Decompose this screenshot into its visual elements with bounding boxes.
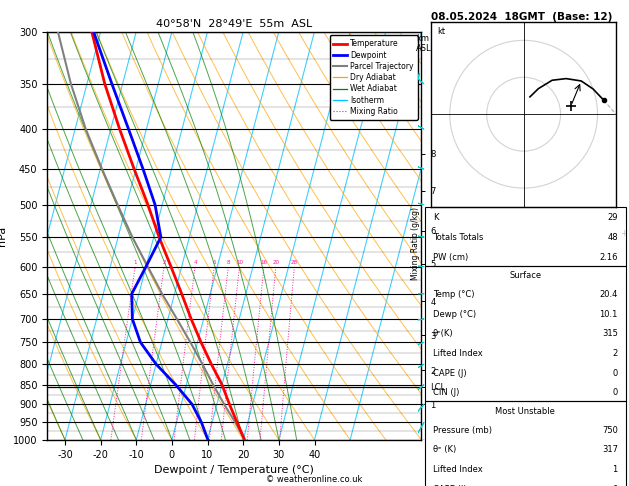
Text: 16: 16 [260, 260, 267, 265]
Text: θᵉ (K): θᵉ (K) [433, 445, 456, 454]
Text: +: + [620, 228, 626, 238]
Text: Dewp (°C): Dewp (°C) [433, 310, 476, 318]
Text: 2: 2 [162, 260, 165, 265]
Text: Temp (°C): Temp (°C) [433, 290, 474, 299]
Bar [425, 266, 626, 401]
Y-axis label: hPa: hPa [0, 226, 8, 246]
Text: 0: 0 [613, 485, 618, 486]
Text: 315: 315 [602, 329, 618, 338]
Text: 20: 20 [272, 260, 279, 265]
Text: 2: 2 [613, 349, 618, 358]
Text: 8: 8 [226, 260, 230, 265]
Text: © weatheronline.co.uk: © weatheronline.co.uk [266, 474, 363, 484]
Text: 750: 750 [602, 426, 618, 434]
Text: 10: 10 [236, 260, 243, 265]
Text: kt: kt [437, 27, 445, 36]
Text: 4: 4 [193, 260, 197, 265]
Text: 10.1: 10.1 [599, 310, 618, 318]
Text: 0: 0 [613, 368, 618, 378]
Text: K: K [433, 213, 438, 222]
Text: 08.05.2024  18GMT  (Base: 12): 08.05.2024 18GMT (Base: 12) [431, 12, 612, 22]
Text: CAPE (J): CAPE (J) [433, 485, 466, 486]
Text: 2.16: 2.16 [599, 253, 618, 261]
Text: CIN (J): CIN (J) [433, 388, 459, 397]
Legend: Temperature, Dewpoint, Parcel Trajectory, Dry Adiabat, Wet Adiabat, Isotherm, Mi: Temperature, Dewpoint, Parcel Trajectory… [330, 35, 418, 120]
Bar [425, 401, 626, 486]
Text: km
ASL: km ASL [416, 34, 432, 53]
Text: 6: 6 [213, 260, 216, 265]
Text: Most Unstable: Most Unstable [495, 407, 555, 416]
Text: Lifted Index: Lifted Index [433, 465, 482, 474]
Text: Surface: Surface [509, 271, 542, 280]
Text: CAPE (J): CAPE (J) [433, 368, 466, 378]
Text: 0: 0 [613, 388, 618, 397]
Text: 317: 317 [602, 445, 618, 454]
Text: Totals Totals: Totals Totals [433, 233, 483, 242]
Text: 20.4: 20.4 [599, 290, 618, 299]
Text: Pressure (mb): Pressure (mb) [433, 426, 492, 434]
Text: θᵉ(K): θᵉ(K) [433, 329, 454, 338]
Text: Lifted Index: Lifted Index [433, 349, 482, 358]
Text: 28: 28 [291, 260, 298, 265]
Bar [425, 207, 626, 266]
Text: PW (cm): PW (cm) [433, 253, 468, 261]
Text: 48: 48 [607, 233, 618, 242]
Text: 1: 1 [133, 260, 137, 265]
Text: Mixing Ratio (g/kg): Mixing Ratio (g/kg) [411, 207, 420, 279]
Title: 40°58'N  28°49'E  55m  ASL: 40°58'N 28°49'E 55m ASL [156, 19, 313, 30]
Text: 1: 1 [613, 465, 618, 474]
Text: 29: 29 [608, 213, 618, 222]
X-axis label: Dewpoint / Temperature (°C): Dewpoint / Temperature (°C) [154, 465, 314, 475]
